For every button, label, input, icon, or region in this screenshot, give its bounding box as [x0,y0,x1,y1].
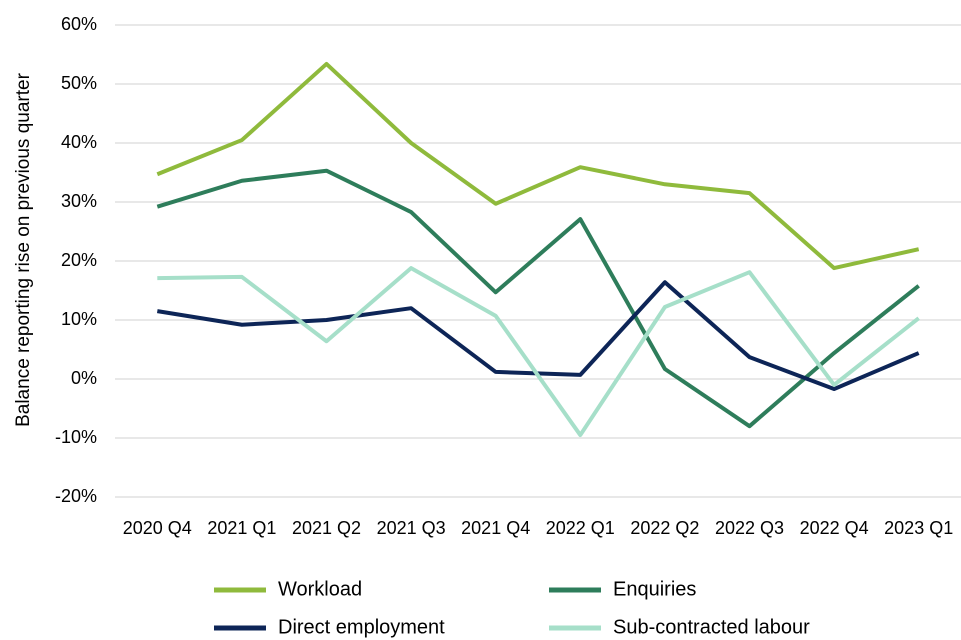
x-tick-label: 2021 Q1 [207,518,276,538]
y-tick-label: 40% [61,132,97,152]
x-tick-label: 2021 Q2 [292,518,361,538]
series-line [156,168,920,429]
x-tick-label: 2022 Q3 [715,518,784,538]
legend-label: Enquiries [613,578,696,600]
x-tick-label: 2023 Q1 [884,518,953,538]
series-line [157,266,920,438]
x-tick-label: 2022 Q1 [546,518,615,538]
legend-label: Direct employment [278,616,445,638]
y-tick-label: 30% [61,191,97,211]
y-tick-label: 20% [61,250,97,270]
legend-label: Sub-contracted labour [613,616,810,638]
x-tick-label: 2021 Q3 [377,518,446,538]
series-line [156,61,920,271]
y-tick-label: 10% [61,309,97,329]
y-tick-label: 50% [61,73,97,93]
legend-label: Workload [278,578,362,600]
x-tick-label: 2022 Q4 [800,518,869,538]
x-tick-label: 2022 Q2 [630,518,699,538]
x-tick-label: 2021 Q4 [461,518,530,538]
y-axis-title: Balance reporting rise on previous quart… [13,72,34,426]
y-tick-label: 60% [61,14,97,34]
y-tick-label: 0% [71,368,97,388]
y-tick-label: -20% [55,486,97,506]
x-tick-label: 2020 Q4 [123,518,192,538]
y-tick-label: -10% [55,427,97,447]
